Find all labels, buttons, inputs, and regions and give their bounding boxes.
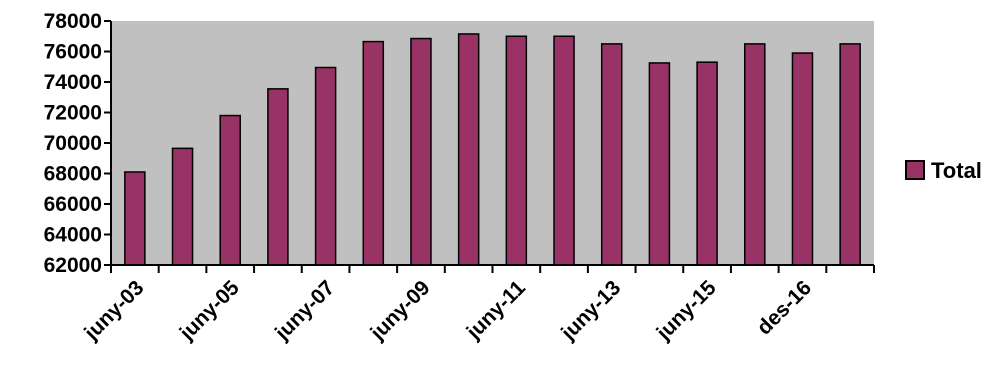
y-tick-label: 78000 xyxy=(44,10,102,33)
bar xyxy=(696,61,718,266)
y-tick-label: 72000 xyxy=(44,102,102,125)
bar xyxy=(553,35,575,266)
legend-swatch xyxy=(905,160,925,180)
x-axis: juny-03 juny-05 juny-07 juny-09 juny-11 juny-… xyxy=(79,264,875,345)
y-axis: 62000 64000 66000 68000 70000 72000 74000 76000… xyxy=(44,10,112,277)
bar xyxy=(600,43,623,266)
legend: Total xyxy=(905,158,982,183)
x-tick-label: juny-09 xyxy=(366,276,435,345)
bar xyxy=(124,171,146,266)
bar xyxy=(314,66,337,266)
bar xyxy=(744,43,766,266)
bar xyxy=(839,43,861,266)
y-tick-label: 68000 xyxy=(44,163,102,186)
bar xyxy=(362,40,385,266)
x-tick-label: juny-03 xyxy=(79,276,148,345)
x-tick-label: juny-13 xyxy=(556,276,625,345)
x-tick-label: juny-15 xyxy=(652,276,721,345)
x-tick-label: juny-11 xyxy=(462,276,530,344)
bar xyxy=(648,62,671,266)
y-tick-label: 66000 xyxy=(44,193,102,216)
y-tick-label: 74000 xyxy=(44,71,102,94)
y-tick-label: 70000 xyxy=(44,132,102,155)
bar xyxy=(457,33,480,266)
legend-label: Total xyxy=(931,158,982,183)
y-tick-label: 76000 xyxy=(44,41,102,64)
bar xyxy=(791,52,814,266)
x-tick-label: juny-05 xyxy=(175,276,244,345)
bar xyxy=(219,114,241,266)
bar xyxy=(410,37,432,266)
x-tick-label: juny-07 xyxy=(270,276,339,345)
bar xyxy=(505,35,528,266)
x-tick-label: des-16 xyxy=(753,276,816,339)
bar xyxy=(267,88,289,266)
y-tick-label: 64000 xyxy=(44,224,102,247)
bar xyxy=(171,147,194,266)
y-tick-label: 62000 xyxy=(44,254,102,277)
